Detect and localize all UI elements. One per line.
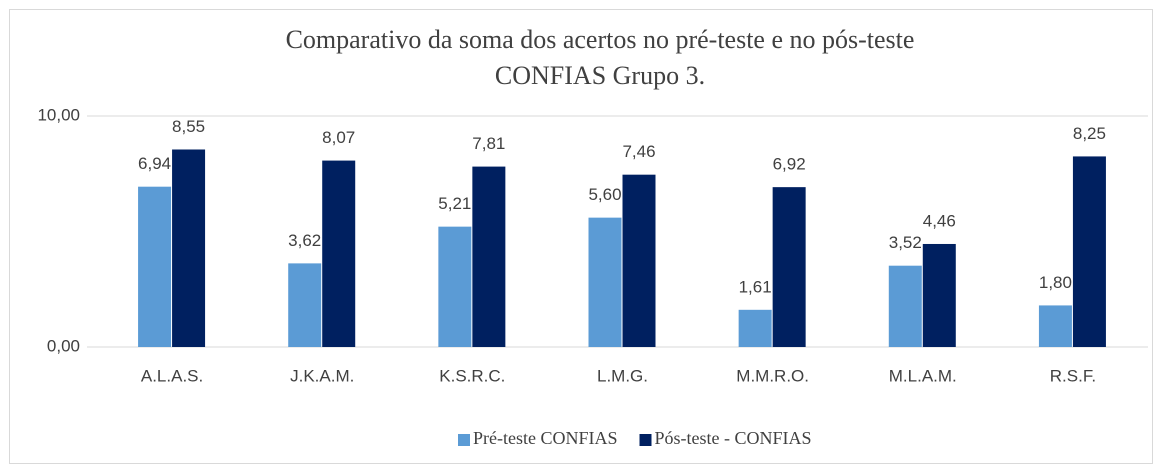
data-label: 5,60 — [588, 185, 621, 204]
bar — [172, 149, 206, 347]
bar — [738, 309, 772, 347]
y-tick-label: 0,00 — [47, 336, 80, 355]
data-label: 8,25 — [1073, 124, 1106, 143]
y-tick-label: 10,00 — [37, 105, 80, 124]
bar — [288, 263, 322, 347]
bar — [772, 187, 806, 347]
data-label: 7,81 — [472, 134, 505, 153]
x-tick-label: A.L.A.S. — [141, 366, 203, 385]
x-tick-label: R.S.F. — [1050, 366, 1096, 385]
bar — [472, 166, 506, 347]
bar — [138, 186, 172, 347]
data-label: 1,61 — [739, 277, 772, 296]
data-label: 5,21 — [438, 194, 471, 213]
data-label: 8,55 — [172, 117, 205, 136]
bar — [1038, 305, 1072, 347]
legend-swatch — [458, 434, 470, 446]
bar — [588, 217, 622, 347]
data-label: 1,80 — [1039, 273, 1072, 292]
data-label: 3,52 — [889, 233, 922, 252]
legend-label: Pós-teste - CONFIAS — [655, 428, 812, 448]
bar — [438, 226, 472, 347]
bar — [922, 243, 956, 347]
chart-title: Comparativo da soma dos acertos no pré-t… — [286, 25, 915, 54]
x-tick-label: M.M.R.O. — [736, 366, 809, 385]
chart-title: CONFIAS Grupo 3. — [495, 61, 705, 90]
data-label: 3,62 — [288, 231, 321, 250]
data-label: 6,92 — [773, 155, 806, 174]
bar — [888, 265, 922, 347]
x-tick-label: J.K.A.M. — [290, 366, 354, 385]
bar — [622, 174, 656, 347]
data-label: 7,46 — [622, 142, 655, 161]
x-tick-label: K.S.R.C. — [439, 366, 505, 385]
bar — [322, 160, 356, 347]
data-label: 8,07 — [322, 128, 355, 147]
data-label: 4,46 — [923, 211, 956, 230]
bar — [1072, 156, 1106, 347]
x-tick-label: L.M.G. — [597, 366, 648, 385]
x-tick-label: M.L.A.M. — [889, 366, 957, 385]
legend-label: Pré-teste CONFIAS — [473, 428, 618, 448]
data-label: 6,94 — [138, 154, 171, 173]
legend-swatch — [639, 434, 652, 446]
